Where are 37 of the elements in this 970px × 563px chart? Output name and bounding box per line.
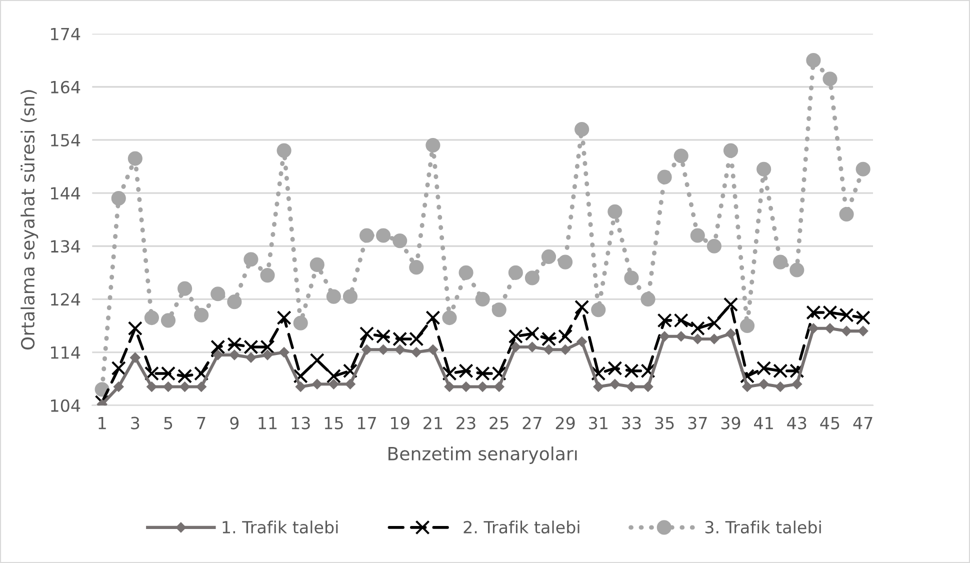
y-tick-label: 114 — [51, 346, 80, 359]
y-tick-label: 104 — [51, 399, 80, 412]
x-tick-label: 3 — [131, 416, 140, 430]
y-tick-label: 134 — [51, 240, 80, 253]
y-axis-title: Ortalama seyahat süresi (sn) — [20, 90, 38, 350]
x-tick-label: 41 — [754, 416, 773, 430]
x-tick-label: 33 — [622, 416, 641, 430]
x-axis-title: Benzetim senaryoları — [388, 446, 577, 464]
y-tick-label: 144 — [51, 187, 80, 200]
x-tick-label: 5 — [164, 416, 172, 430]
x-tick-label: 11 — [258, 416, 277, 430]
y-tick-label: 164 — [51, 80, 80, 94]
x-tick-label: 9 — [230, 416, 239, 430]
y-tick-label: 174 — [51, 28, 80, 40]
x-tick-label: 29 — [556, 416, 575, 430]
x-tick-label: 1 — [98, 416, 106, 430]
x-tick-label: 21 — [424, 416, 442, 430]
x-tick-label: 17 — [358, 416, 376, 430]
x-tick-label: 35 — [655, 416, 674, 430]
x-tick-label: 31 — [589, 416, 608, 430]
x-tick-label: 45 — [820, 416, 840, 430]
x-tick-label: 7 — [197, 416, 206, 430]
x-tick-label: 23 — [456, 416, 476, 430]
legend-label: 2. Trafik talebi — [464, 520, 580, 534]
x-tick-label: 43 — [787, 416, 806, 430]
x-tick-label: 37 — [688, 416, 707, 430]
x-tick-label: 13 — [292, 416, 310, 430]
x-tick-label: 47 — [853, 416, 872, 430]
legend-label: 1. Trafik talebi — [222, 520, 338, 534]
x-tick-label: 19 — [391, 416, 410, 430]
x-tick-label: 27 — [522, 416, 542, 430]
y-tick-label: 154 — [51, 134, 80, 147]
x-tick-label: 25 — [490, 416, 508, 430]
y-tick-label: 124 — [51, 293, 80, 306]
legend-label: 3. Trafik talebi — [705, 520, 821, 534]
x-tick-label: 39 — [721, 416, 740, 430]
x-tick-label: 15 — [324, 416, 343, 430]
